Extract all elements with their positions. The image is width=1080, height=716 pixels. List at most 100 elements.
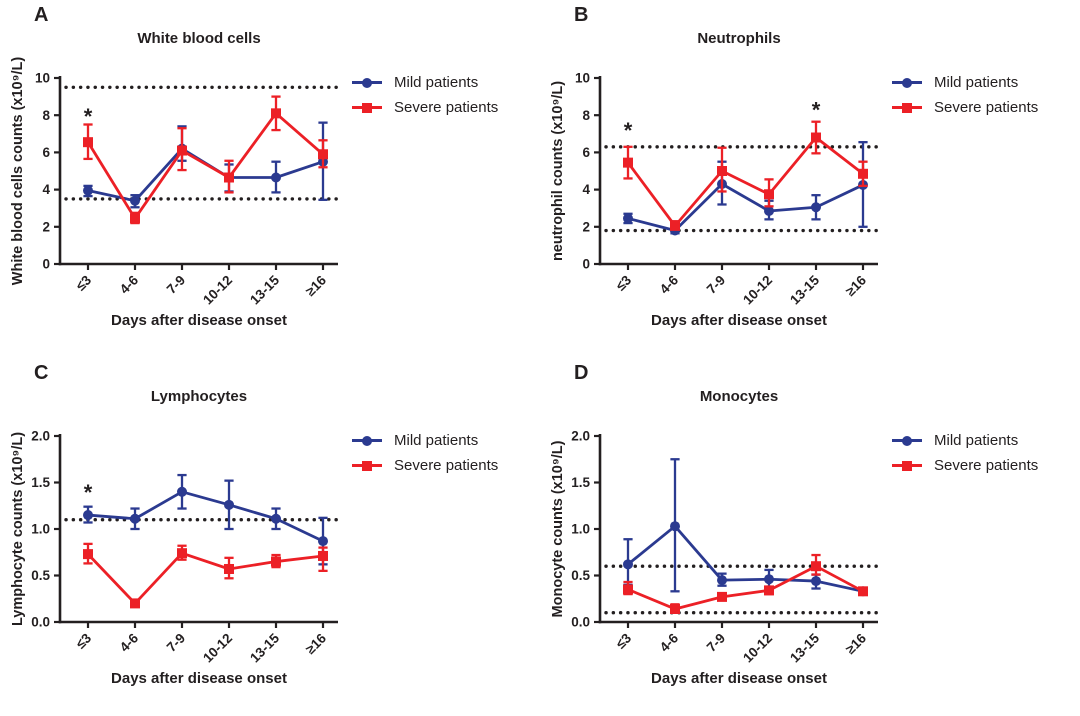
legend-item-mild: Mild patients [352, 432, 498, 449]
legend-label-severe: Severe patients [934, 99, 1039, 116]
svg-text:4-6: 4-6 [657, 630, 682, 655]
svg-text:7-9: 7-9 [164, 631, 188, 655]
x-tick-labels: ≤3 4-6 7-9 10-12 13-15 ≥16 [613, 272, 869, 307]
reference-lines [64, 85, 344, 201]
svg-text:*: * [84, 104, 93, 129]
x-axis-label: Days after disease onset [111, 312, 287, 329]
svg-text:2: 2 [582, 219, 590, 234]
svg-text:13-15: 13-15 [787, 630, 822, 665]
svg-text:10-12: 10-12 [200, 631, 235, 666]
axis-ticks [594, 434, 865, 628]
svg-text:10: 10 [575, 71, 590, 86]
chart-plot-c: 0.0 0.5 1.0 1.5 2.0 ≤3 4-6 7-9 10-12 13-15 ≥16 * [31, 429, 344, 666]
panel-lymphocytes: C Lymphocytes Lymphocyte counts (x10⁹/L)… [0, 358, 540, 716]
chart-title-neutrophils: Neutrophils [697, 30, 781, 47]
svg-text:4: 4 [42, 182, 50, 197]
svg-text:*: * [84, 480, 93, 505]
chart-title-monocytes: Monocytes [699, 388, 779, 405]
severe-square-marker-icon [892, 460, 922, 472]
axis-ticks [594, 76, 865, 270]
series-mild [83, 473, 328, 566]
y-tick-labels: 0 2 4 6 8 10 [35, 71, 51, 272]
chart-title-lymphocytes: Lymphocytes [150, 388, 248, 405]
svg-text:≥16: ≥16 [303, 272, 330, 299]
mild-circle-marker-icon [892, 77, 922, 89]
legend-item-mild: Mild patients [892, 432, 1038, 449]
series-mild [623, 141, 868, 236]
svg-text:0.0: 0.0 [571, 615, 590, 630]
svg-text:≥16: ≥16 [303, 630, 330, 657]
legend: Mild patients Severe patients [892, 432, 1038, 474]
series-severe [623, 553, 868, 614]
svg-text:13-15: 13-15 [247, 272, 282, 307]
axes [598, 76, 878, 266]
svg-text:2.0: 2.0 [571, 429, 590, 444]
legend-item-mild: Mild patients [352, 74, 498, 91]
svg-text:4-6: 4-6 [117, 630, 142, 655]
svg-text:6: 6 [582, 145, 590, 160]
svg-text:6: 6 [42, 145, 50, 160]
panel-label-a: A [34, 4, 49, 26]
x-axis-label: Days after disease onset [651, 670, 827, 687]
chart-title-white-blood-cells: White blood cells [137, 30, 261, 47]
svg-text:1.0: 1.0 [31, 522, 50, 537]
svg-text:≤3: ≤3 [73, 272, 95, 294]
x-tick-labels: ≤3 4-6 7-9 10-12 13-15 ≥16 [73, 630, 329, 665]
svg-text:1.5: 1.5 [31, 475, 50, 490]
svg-text:0: 0 [582, 257, 590, 272]
svg-text:4-6: 4-6 [657, 272, 682, 297]
error-bars [83, 95, 328, 225]
panel-white-blood-cells: A White blood cells White blood cells co… [0, 0, 540, 358]
svg-text:0.5: 0.5 [571, 568, 590, 583]
panel-label-b: B [574, 4, 589, 26]
markers [83, 548, 328, 609]
legend-label-mild: Mild patients [934, 432, 1019, 449]
mild-circle-marker-icon [352, 77, 382, 89]
severe-square-marker-icon [892, 102, 922, 114]
legend-label-severe: Severe patients [394, 457, 499, 474]
legend-label-mild: Mild patients [934, 74, 1019, 91]
y-tick-labels: 0.0 0.5 1.0 1.5 2.0 [31, 429, 50, 630]
svg-text:4: 4 [582, 182, 590, 197]
svg-text:10-12: 10-12 [200, 273, 235, 308]
x-tick-labels: ≤3 4-6 7-9 10-12 13-15 ≥16 [613, 630, 869, 665]
axis-ticks [54, 434, 325, 628]
axis-ticks [54, 76, 325, 270]
svg-text:≤3: ≤3 [613, 630, 635, 652]
legend-label-severe: Severe patients [934, 457, 1039, 474]
severe-square-marker-icon [352, 102, 382, 114]
x-axis-label: Days after disease onset [651, 312, 827, 329]
svg-text:≥16: ≥16 [843, 272, 870, 299]
svg-text:10: 10 [35, 71, 50, 86]
x-axis-label: Days after disease onset [111, 670, 287, 687]
error-bars [623, 141, 868, 235]
series-mild [623, 458, 868, 597]
svg-text:13-15: 13-15 [247, 630, 282, 665]
y-tick-labels: 0 2 4 6 8 10 [575, 71, 591, 272]
error-bars [623, 120, 868, 230]
svg-text:10-12: 10-12 [740, 631, 775, 666]
legend-item-severe: Severe patients [352, 99, 498, 116]
svg-text:10-12: 10-12 [740, 273, 775, 308]
series-severe [83, 95, 328, 225]
svg-text:0.5: 0.5 [31, 568, 50, 583]
svg-text:*: * [812, 98, 821, 123]
legend-item-severe: Severe patients [892, 99, 1038, 116]
series-severe [83, 542, 328, 609]
legend-item-mild: Mild patients [892, 74, 1038, 91]
axes [58, 76, 338, 266]
reference-lines [604, 145, 884, 233]
mild-circle-marker-icon [352, 435, 382, 447]
markers [83, 486, 328, 547]
svg-text:≤3: ≤3 [613, 272, 635, 294]
svg-text:13-15: 13-15 [787, 272, 822, 307]
svg-text:8: 8 [582, 108, 590, 123]
svg-text:7-9: 7-9 [704, 273, 728, 297]
svg-text:0: 0 [42, 257, 50, 272]
legend-item-severe: Severe patients [892, 457, 1038, 474]
series-severe [623, 120, 868, 231]
reference-lines [604, 564, 884, 615]
legend: Mild patients Severe patients [352, 432, 498, 474]
panel-label-c: C [34, 362, 49, 384]
